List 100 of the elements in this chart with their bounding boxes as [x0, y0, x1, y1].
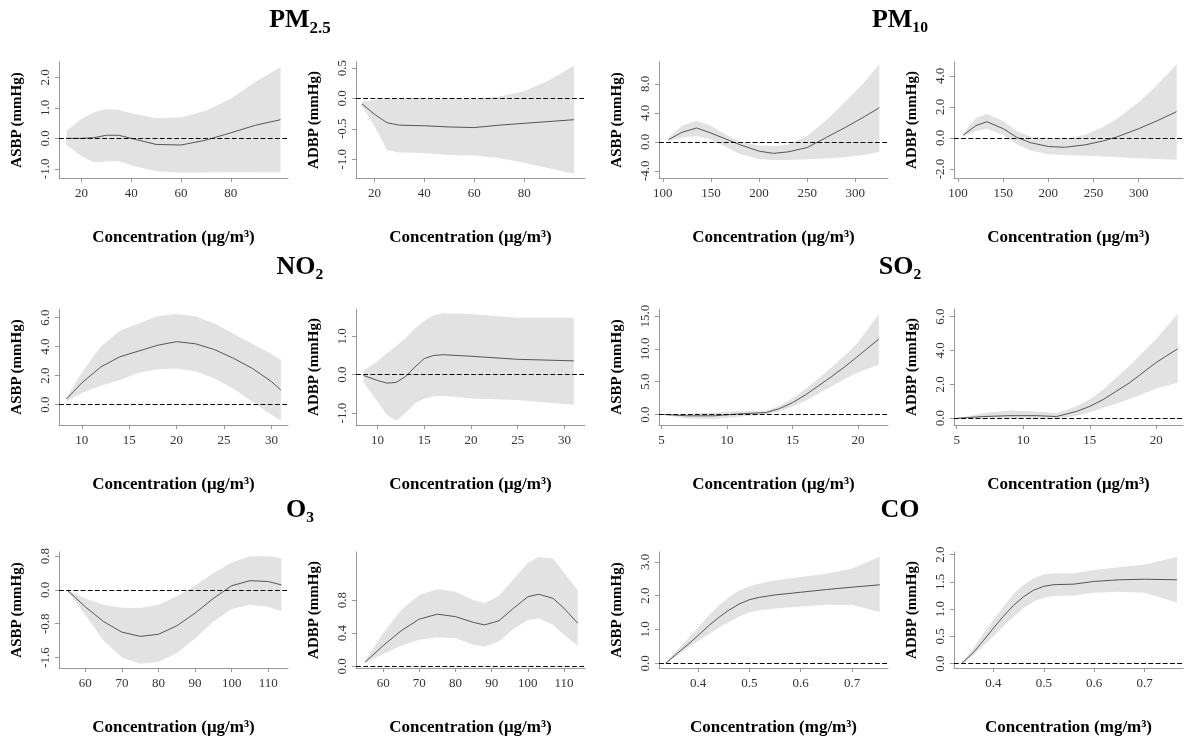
x-tick-label: 20: [367, 185, 381, 200]
x-tick-label: 20: [1149, 432, 1163, 447]
y-tick-label: 0.0: [637, 133, 652, 150]
line-series: [668, 107, 880, 154]
y-tick-label: 0.5: [932, 628, 947, 645]
chart-title: NO₂: [275, 251, 325, 281]
x-tick-label: 0.6: [1086, 675, 1103, 690]
x-tick-label: 60: [174, 185, 188, 200]
x-tick-label: 100: [948, 185, 968, 200]
y-axis-title: ASBP (mmHg): [7, 562, 25, 658]
y-tick-label: -4.0: [637, 160, 652, 182]
y-tick-label: 1.0: [932, 601, 947, 618]
x-axis-title: Concentration (μg/m³): [389, 474, 552, 493]
x-axis-title: Concentration (mg/m³): [984, 717, 1153, 736]
x-axis-title: Concentration (μg/m³): [987, 227, 1150, 246]
chart-title: SO₂: [877, 251, 923, 281]
x-axis-title: Concentration (μg/m³): [389, 227, 552, 246]
x-tick-label: 80: [448, 675, 462, 690]
x-tick-label: 0.4: [689, 675, 707, 690]
y-tick-label: 4.0: [932, 342, 947, 359]
x-tick-label: 200: [1038, 185, 1059, 200]
x-tick-label: 70: [115, 675, 129, 690]
y-tick-label: -2.0: [932, 158, 947, 180]
x-tick-label: 0.6: [792, 675, 810, 690]
chart-title: PM$_{2.5}$: [268, 4, 332, 39]
x-tick-label: 100: [221, 675, 242, 690]
chart-title: CO: [879, 494, 921, 524]
x-tick-label: 90: [188, 675, 202, 690]
y-axis-title: ASBP (mmHg): [7, 319, 25, 415]
line-series: [957, 348, 1179, 419]
x-tick-label: 10: [720, 432, 734, 447]
y-tick-label: 4.0: [932, 67, 947, 85]
y-tick-label: 2.0: [37, 69, 52, 86]
x-tick-label: 300: [845, 185, 866, 200]
x-axis-title: Concentration (μg/m³): [987, 474, 1150, 493]
y-tick-label: 0.0: [334, 90, 349, 107]
x-tick-label: 20: [74, 185, 88, 200]
y-axis-title: ASBP (mmHg): [607, 562, 625, 658]
line-series: [66, 341, 282, 400]
x-tick-label: 80: [517, 185, 531, 200]
x-tick-label: 15: [417, 432, 431, 447]
x-tick-label: 0.7: [843, 675, 861, 690]
y-tick-label: 1.0: [334, 328, 349, 345]
x-tick-label: 80: [152, 675, 165, 690]
x-tick-label: 100: [518, 675, 538, 690]
x-tick-label: 250: [797, 185, 817, 200]
y-axis-title: ASBP (mmHg): [607, 72, 625, 168]
y-tick-label: 15.0: [637, 304, 652, 328]
chart-title: PM₁₀: [871, 4, 929, 34]
x-tick-label: 110: [554, 675, 574, 690]
y-tick-label: 2.0: [932, 98, 947, 116]
y-tick-label: 1.0: [637, 621, 652, 638]
y-tick-label: 2.0: [932, 376, 947, 393]
x-axis-title: Concentration (μg/m³): [92, 227, 255, 246]
y-tick-label: 5.0: [637, 373, 652, 390]
y-tick-label: 0.8: [334, 591, 349, 609]
x-tick-label: 60: [78, 675, 92, 690]
x-tick-label: 200: [749, 185, 769, 200]
x-axis-title: Concentration (mg/m³): [689, 717, 858, 736]
y-tick-label: 2.0: [932, 546, 947, 563]
y-tick-label: 6.0: [932, 308, 947, 325]
x-tick-label: 60: [376, 675, 390, 690]
line-series: [962, 111, 1178, 148]
line-series: [663, 338, 880, 417]
line-series: [66, 580, 282, 637]
x-tick-label: 300: [1128, 185, 1149, 200]
x-tick-label: 10: [371, 432, 384, 447]
x-tick-label: 5: [658, 432, 665, 447]
x-tick-label: 90: [485, 675, 499, 690]
y-tick-label: 0.0: [932, 410, 947, 427]
x-tick-label: 25: [217, 432, 231, 447]
y-tick-label: 6.0: [37, 309, 52, 326]
x-axis-title: Concentration (μg/m³): [92, 717, 255, 736]
x-tick-label: 60: [467, 185, 481, 200]
x-tick-label: 0.5: [1035, 675, 1052, 690]
x-tick-label: 20: [170, 432, 184, 447]
x-axis-title: Concentration (μg/m³): [389, 717, 552, 736]
y-tick-label: 0.0: [932, 655, 947, 672]
x-tick-label: 30: [557, 432, 571, 447]
y-tick-label: -1.0: [37, 158, 52, 180]
x-tick-label: 100: [653, 185, 673, 200]
y-tick-label: -1.0: [334, 148, 349, 170]
x-tick-label: 10: [1016, 432, 1030, 447]
x-tick-label: 0.5: [741, 675, 758, 690]
x-tick-label: 40: [124, 185, 138, 200]
x-tick-label: 250: [1083, 185, 1104, 200]
y-axis-title: ADBP (mmHg): [902, 318, 920, 416]
x-tick-label: 110: [258, 675, 278, 690]
y-tick-label: 0.0: [637, 655, 652, 672]
y-tick-label: -0.8: [37, 613, 52, 635]
x-tick-label: 20: [851, 432, 865, 447]
x-tick-label: 5: [953, 432, 960, 447]
y-axis-title: ADBP (mmHg): [902, 71, 920, 169]
x-tick-label: 15: [1083, 432, 1097, 447]
x-tick-label: 70: [412, 675, 426, 690]
x-tick-label: 15: [785, 432, 799, 447]
y-tick-label: 0.5: [334, 59, 349, 77]
y-tick-label: 1.0: [37, 99, 52, 116]
y-axis-title: ADBP (mmHg): [304, 318, 322, 416]
x-tick-label: 10: [75, 432, 89, 447]
